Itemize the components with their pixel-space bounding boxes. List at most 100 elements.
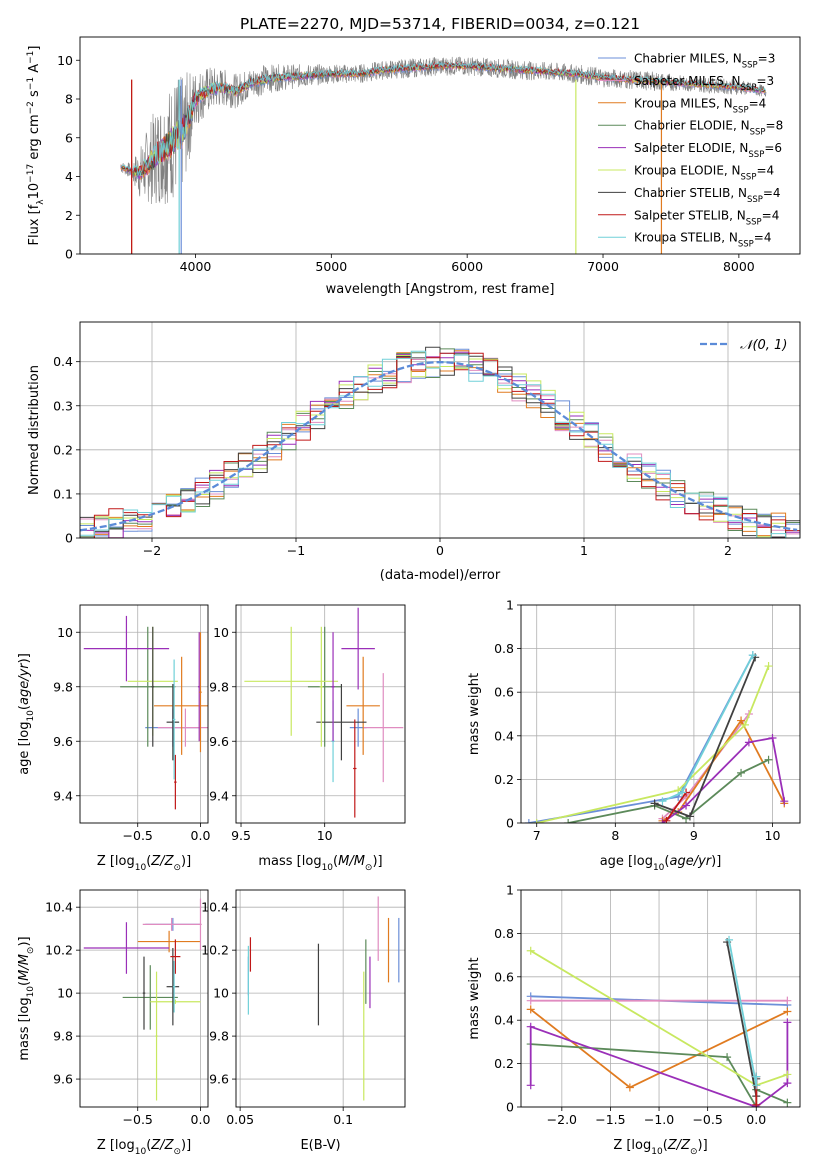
x-tick-label: −0.5 — [123, 828, 153, 843]
label-part: Z [log — [613, 1138, 651, 1153]
label-part: Kroupa MILES, N — [634, 96, 733, 110]
label-part: Chabrier ELODIE, N — [634, 119, 750, 133]
weight-marker — [526, 1005, 535, 1014]
y-tick-label: 0 — [506, 816, 514, 831]
x-tick-label: −1.5 — [595, 1112, 625, 1127]
weight-marker — [658, 797, 667, 806]
axes-residual_hist: −2 −1 0 1 2 0 0.1 0.2 0.3 0.4 (data-model)/error No… — [27, 321, 801, 583]
y-tick-label: 10.4 — [45, 900, 73, 915]
label-part: A — [27, 64, 42, 77]
label-part: ⊙ — [690, 1147, 698, 1157]
weight-marker — [526, 946, 535, 955]
y-tick-label: 10.2 — [45, 943, 73, 958]
label-part: Salpeter ELODIE, N — [634, 141, 748, 155]
y-tick-label: 0 — [65, 531, 73, 546]
label-part: =8 — [766, 119, 784, 133]
x-tick-label: 10 — [317, 828, 333, 843]
weight-marker — [783, 1079, 792, 1088]
x-tick-label: 0.0 — [191, 1112, 211, 1127]
y-tick-label: 0.6 — [494, 685, 514, 700]
label-part: −2 — [26, 101, 36, 114]
x-tick-label: 9 — [690, 828, 698, 843]
label-part: )] — [17, 653, 32, 663]
weight-marker — [723, 1053, 732, 1062]
label-part: s — [27, 90, 42, 101]
x-tick-label: −2.0 — [547, 1112, 577, 1127]
label-part: Salpeter MILES, N — [634, 74, 741, 88]
x-axis-label: E(B-V) — [300, 1138, 340, 1153]
x-axis-label: mass [log10(M/M⊙)] — [258, 854, 382, 873]
y-tick-label: 9.6 — [53, 734, 73, 749]
grid-lines — [521, 889, 800, 1108]
y-tick-label: 9.8 — [209, 1029, 229, 1044]
label-part: Z/Z — [150, 854, 174, 869]
y-tick-label: 0.2 — [494, 772, 514, 787]
weight-marker — [752, 1072, 761, 1081]
grid-lines — [80, 605, 208, 823]
y-tick-label: 2 — [65, 208, 73, 223]
legend-entry: Chabrier MILES, NSSP=3 — [634, 52, 775, 71]
label-part: )] — [698, 1138, 708, 1153]
legend-entry: Salpeter MILES, NSSP=3 — [634, 74, 774, 93]
normal-curve — [80, 360, 798, 532]
label-part: 10 — [26, 710, 36, 722]
ticks: −0.5 0.0 9.4 9.6 9.8 10 — [53, 625, 210, 843]
x-tick-label: 0.0 — [191, 828, 211, 843]
x-tick-label: 5000 — [315, 259, 347, 274]
y-tick-label: 0.4 — [494, 1013, 514, 1028]
label-part: −1 — [26, 51, 36, 64]
x-tick-label: 10 — [765, 828, 781, 843]
ticks: 9.5 10 9.4 9.6 9.8 10 — [209, 625, 333, 843]
weight-marker — [526, 1081, 535, 1090]
weight-marker — [725, 935, 734, 944]
label-part: )] — [17, 936, 32, 946]
x-tick-label: 1 — [580, 543, 588, 558]
label-part: SSP — [738, 240, 754, 250]
label-part: Z/Z — [150, 1138, 174, 1153]
label-part: Kroupa ELODIE, N — [634, 164, 741, 178]
weight-marker — [764, 662, 773, 671]
y-tick-label: 9.4 — [53, 788, 73, 803]
y-tick-label: 9.4 — [209, 788, 229, 803]
weight-line-salpeter_elodie — [661, 736, 786, 823]
weight-marker — [783, 1070, 792, 1079]
weight-marker — [625, 1083, 634, 1092]
x-tick-label: 6000 — [451, 259, 483, 274]
x-tick-label: 0.05 — [226, 1112, 254, 1127]
legend-normal-label: 𝒩(0, 1) — [740, 338, 787, 353]
grid-lines — [236, 605, 405, 823]
label-part: 10 — [653, 863, 665, 873]
ticks: 0.05 0.1 9.6 9.8 10 10.2 10.4 — [201, 900, 353, 1127]
plot-area — [526, 935, 792, 1107]
weight-marker — [737, 716, 746, 725]
ticks: −2 −1 0 1 2 0 0.1 0.2 0.3 0.4 — [53, 354, 732, 558]
label-part: =3 — [756, 74, 774, 88]
label-part: age [log — [600, 854, 653, 869]
axes-frame — [235, 889, 406, 1108]
label-part: 10 — [27, 183, 42, 200]
label-part: SSP — [746, 217, 762, 227]
weight-marker — [678, 788, 687, 797]
weight-line-salpeter_stelib — [665, 791, 687, 822]
label-part: 10 — [135, 863, 147, 873]
x-axis-label: Z [log10(Z/Z⊙)] — [613, 1138, 707, 1157]
ticks: 4000 5000 6000 7000 8000 0 2 4 6 8 10 — [57, 53, 755, 274]
label-part: SSP — [748, 150, 764, 160]
label-part: age/yr — [669, 854, 712, 869]
label-part: ( — [17, 705, 32, 710]
label-part: ⊙ — [173, 863, 181, 873]
label-part: =4 — [749, 96, 767, 110]
y-axis-label: mass [log10(M/M⊙)] — [17, 936, 36, 1060]
label-part: Kroupa STELIB, N — [634, 231, 738, 245]
weight-marker — [752, 1100, 761, 1107]
x-axis-label: Z [log10(Z/Z⊙)] — [97, 1138, 191, 1157]
axes-mass_vs_ebv: 0.05 0.1 9.6 9.8 10 10.2 10.4 E(B-V) — [201, 889, 406, 1153]
y-tick-label: 0.2 — [53, 442, 73, 457]
label-part: =3 — [758, 52, 776, 66]
label-part: λ — [36, 199, 46, 205]
y-tick-label: 6 — [65, 130, 73, 145]
weight-marker — [737, 768, 746, 777]
grid-lines — [521, 604, 800, 824]
